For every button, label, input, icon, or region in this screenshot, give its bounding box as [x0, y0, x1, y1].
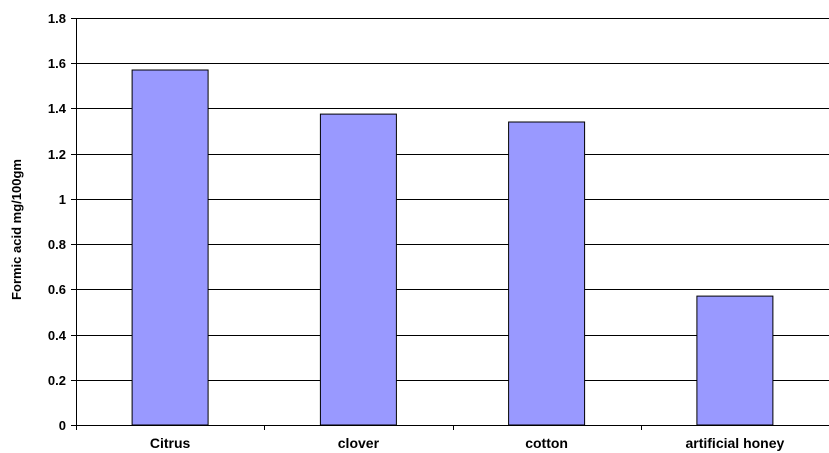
axes	[76, 18, 829, 426]
y-tick-label: 1.2	[48, 147, 66, 162]
bar-clover	[319, 113, 397, 426]
y-tick-label: 1.8	[48, 11, 66, 26]
bar-artificial-honey	[696, 295, 774, 426]
x-tick-label: clover	[338, 435, 380, 451]
x-axis-ticks: Citrus clover cotton artificial honey	[76, 425, 785, 451]
y-axis-title: Formic acid mg/100gm	[9, 159, 24, 300]
y-tick-label: 0.6	[48, 282, 66, 297]
bar-cotton	[508, 121, 586, 426]
x-tick-label: cotton	[525, 435, 568, 451]
y-tick-label: 1.6	[48, 56, 66, 71]
y-tick-label: 0.4	[48, 328, 67, 343]
bar-citrus	[131, 69, 209, 426]
y-tick-label: 1.4	[48, 101, 67, 116]
bars	[131, 69, 774, 426]
y-axis-ticks: 0 0.2 0.4 0.6 0.8 1 1.2 1.4 1.6 1.8	[48, 11, 76, 433]
y-tick-label: 1	[59, 192, 66, 207]
y-tick-label: 0	[59, 418, 66, 433]
x-tick-label: Citrus	[150, 435, 191, 451]
y-tick-label: 0.8	[48, 237, 66, 252]
x-tick-label: artificial honey	[685, 435, 784, 451]
y-tick-label: 0.2	[48, 373, 66, 388]
